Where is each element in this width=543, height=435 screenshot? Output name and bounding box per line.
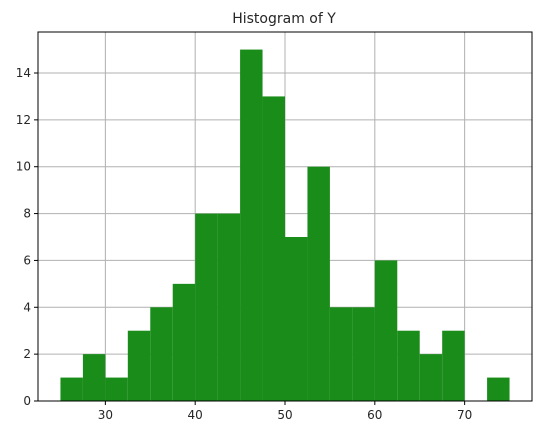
y-tick-label: 12 [16,113,31,127]
y-tick-label: 14 [16,66,31,80]
y-tick-label: 0 [23,394,31,408]
histogram-bar [240,49,263,401]
x-axis-ticks: 30 40 50 60 70 [98,401,472,422]
y-tick-label: 8 [23,207,31,221]
histogram-bar [329,307,353,401]
x-tick-label: 50 [277,408,292,422]
histogram-bar [82,354,106,401]
bars-layer [60,49,510,401]
histogram-bar [105,377,128,401]
histogram-bar [285,237,308,401]
y-axis-ticks: 0 2 4 6 8 10 12 14 [16,66,38,408]
x-tick-label: 70 [457,408,472,422]
histogram-bar [374,260,398,401]
histogram-bar [487,377,510,401]
y-tick-label: 6 [23,253,31,267]
histogram-bar [127,330,151,401]
y-tick-label: 2 [23,347,31,361]
histogram-bar [397,330,420,401]
histogram-bar [352,307,375,401]
histogram-bar [419,354,443,401]
y-tick-label: 10 [16,160,31,174]
histogram-bar [307,166,330,401]
x-tick-label: 40 [188,408,203,422]
histogram-bar [195,213,218,401]
histogram-bar [217,213,241,401]
x-tick-label: 30 [98,408,113,422]
histogram-bar [172,283,196,401]
histogram-bar [60,377,83,401]
y-tick-label: 4 [23,300,31,314]
histogram-bar [150,307,173,401]
chart-title: Histogram of Y [232,11,336,27]
histogram-bar [262,96,285,401]
histogram-bar [442,330,465,401]
x-tick-label: 60 [367,408,382,422]
